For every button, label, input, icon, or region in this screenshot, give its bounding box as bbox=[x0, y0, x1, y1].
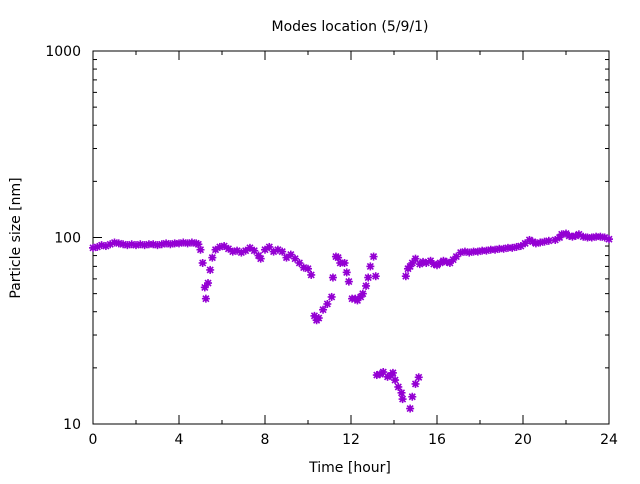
chart-title: Modes location (5/9/1) bbox=[272, 19, 429, 35]
y-axis-label: Particle size [nm] bbox=[8, 177, 24, 298]
data-point bbox=[362, 281, 371, 290]
data-point bbox=[278, 247, 287, 256]
x-tick-label: 12 bbox=[342, 432, 360, 448]
data-point bbox=[198, 258, 207, 267]
data-point bbox=[204, 279, 213, 288]
data-point bbox=[391, 376, 400, 385]
data-point bbox=[551, 235, 560, 244]
y-tick-label: 100 bbox=[54, 231, 81, 247]
data-point bbox=[408, 392, 417, 401]
data-point bbox=[314, 314, 323, 323]
data-point bbox=[344, 277, 353, 286]
data-point bbox=[200, 283, 209, 292]
x-tick-label: 24 bbox=[600, 432, 618, 448]
data-point bbox=[304, 264, 312, 273]
data-point bbox=[394, 382, 403, 391]
data-point bbox=[364, 273, 373, 282]
x-tick-label: 4 bbox=[175, 432, 184, 448]
data-point bbox=[194, 240, 203, 249]
data-point bbox=[398, 395, 407, 404]
data-point bbox=[406, 404, 415, 413]
data-point bbox=[358, 289, 367, 298]
data-point bbox=[411, 379, 420, 388]
x-tick-label: 8 bbox=[261, 432, 270, 448]
data-point bbox=[327, 292, 336, 301]
data-point bbox=[388, 368, 397, 377]
data-point bbox=[224, 244, 233, 253]
data-point bbox=[201, 294, 210, 303]
data-point bbox=[291, 254, 300, 263]
data-point bbox=[411, 254, 420, 263]
data-point bbox=[371, 272, 380, 281]
x-tick-label: 20 bbox=[514, 432, 532, 448]
data-point bbox=[328, 273, 337, 282]
data-point bbox=[323, 299, 332, 308]
x-axis-label: Time [hour] bbox=[308, 460, 391, 476]
x-tick-label: 0 bbox=[89, 432, 98, 448]
data-point bbox=[366, 262, 375, 271]
data-point bbox=[605, 235, 613, 244]
data-point bbox=[206, 265, 215, 274]
data-point bbox=[342, 268, 351, 277]
data-point bbox=[295, 258, 304, 267]
y-tick-label: 10 bbox=[63, 417, 81, 433]
y-tick-label: 1000 bbox=[45, 44, 81, 60]
data-point bbox=[256, 254, 265, 263]
data-point bbox=[245, 243, 254, 252]
data-point bbox=[369, 252, 378, 261]
data-point bbox=[340, 258, 349, 267]
data-point bbox=[401, 272, 410, 281]
data-point bbox=[282, 253, 291, 262]
data-point bbox=[544, 236, 553, 245]
data-point bbox=[414, 373, 423, 382]
data-point bbox=[208, 253, 217, 262]
data-point bbox=[319, 305, 328, 314]
data-point bbox=[397, 388, 406, 397]
data-point bbox=[307, 270, 316, 279]
x-tick-label: 16 bbox=[428, 432, 446, 448]
data-point bbox=[196, 245, 205, 254]
